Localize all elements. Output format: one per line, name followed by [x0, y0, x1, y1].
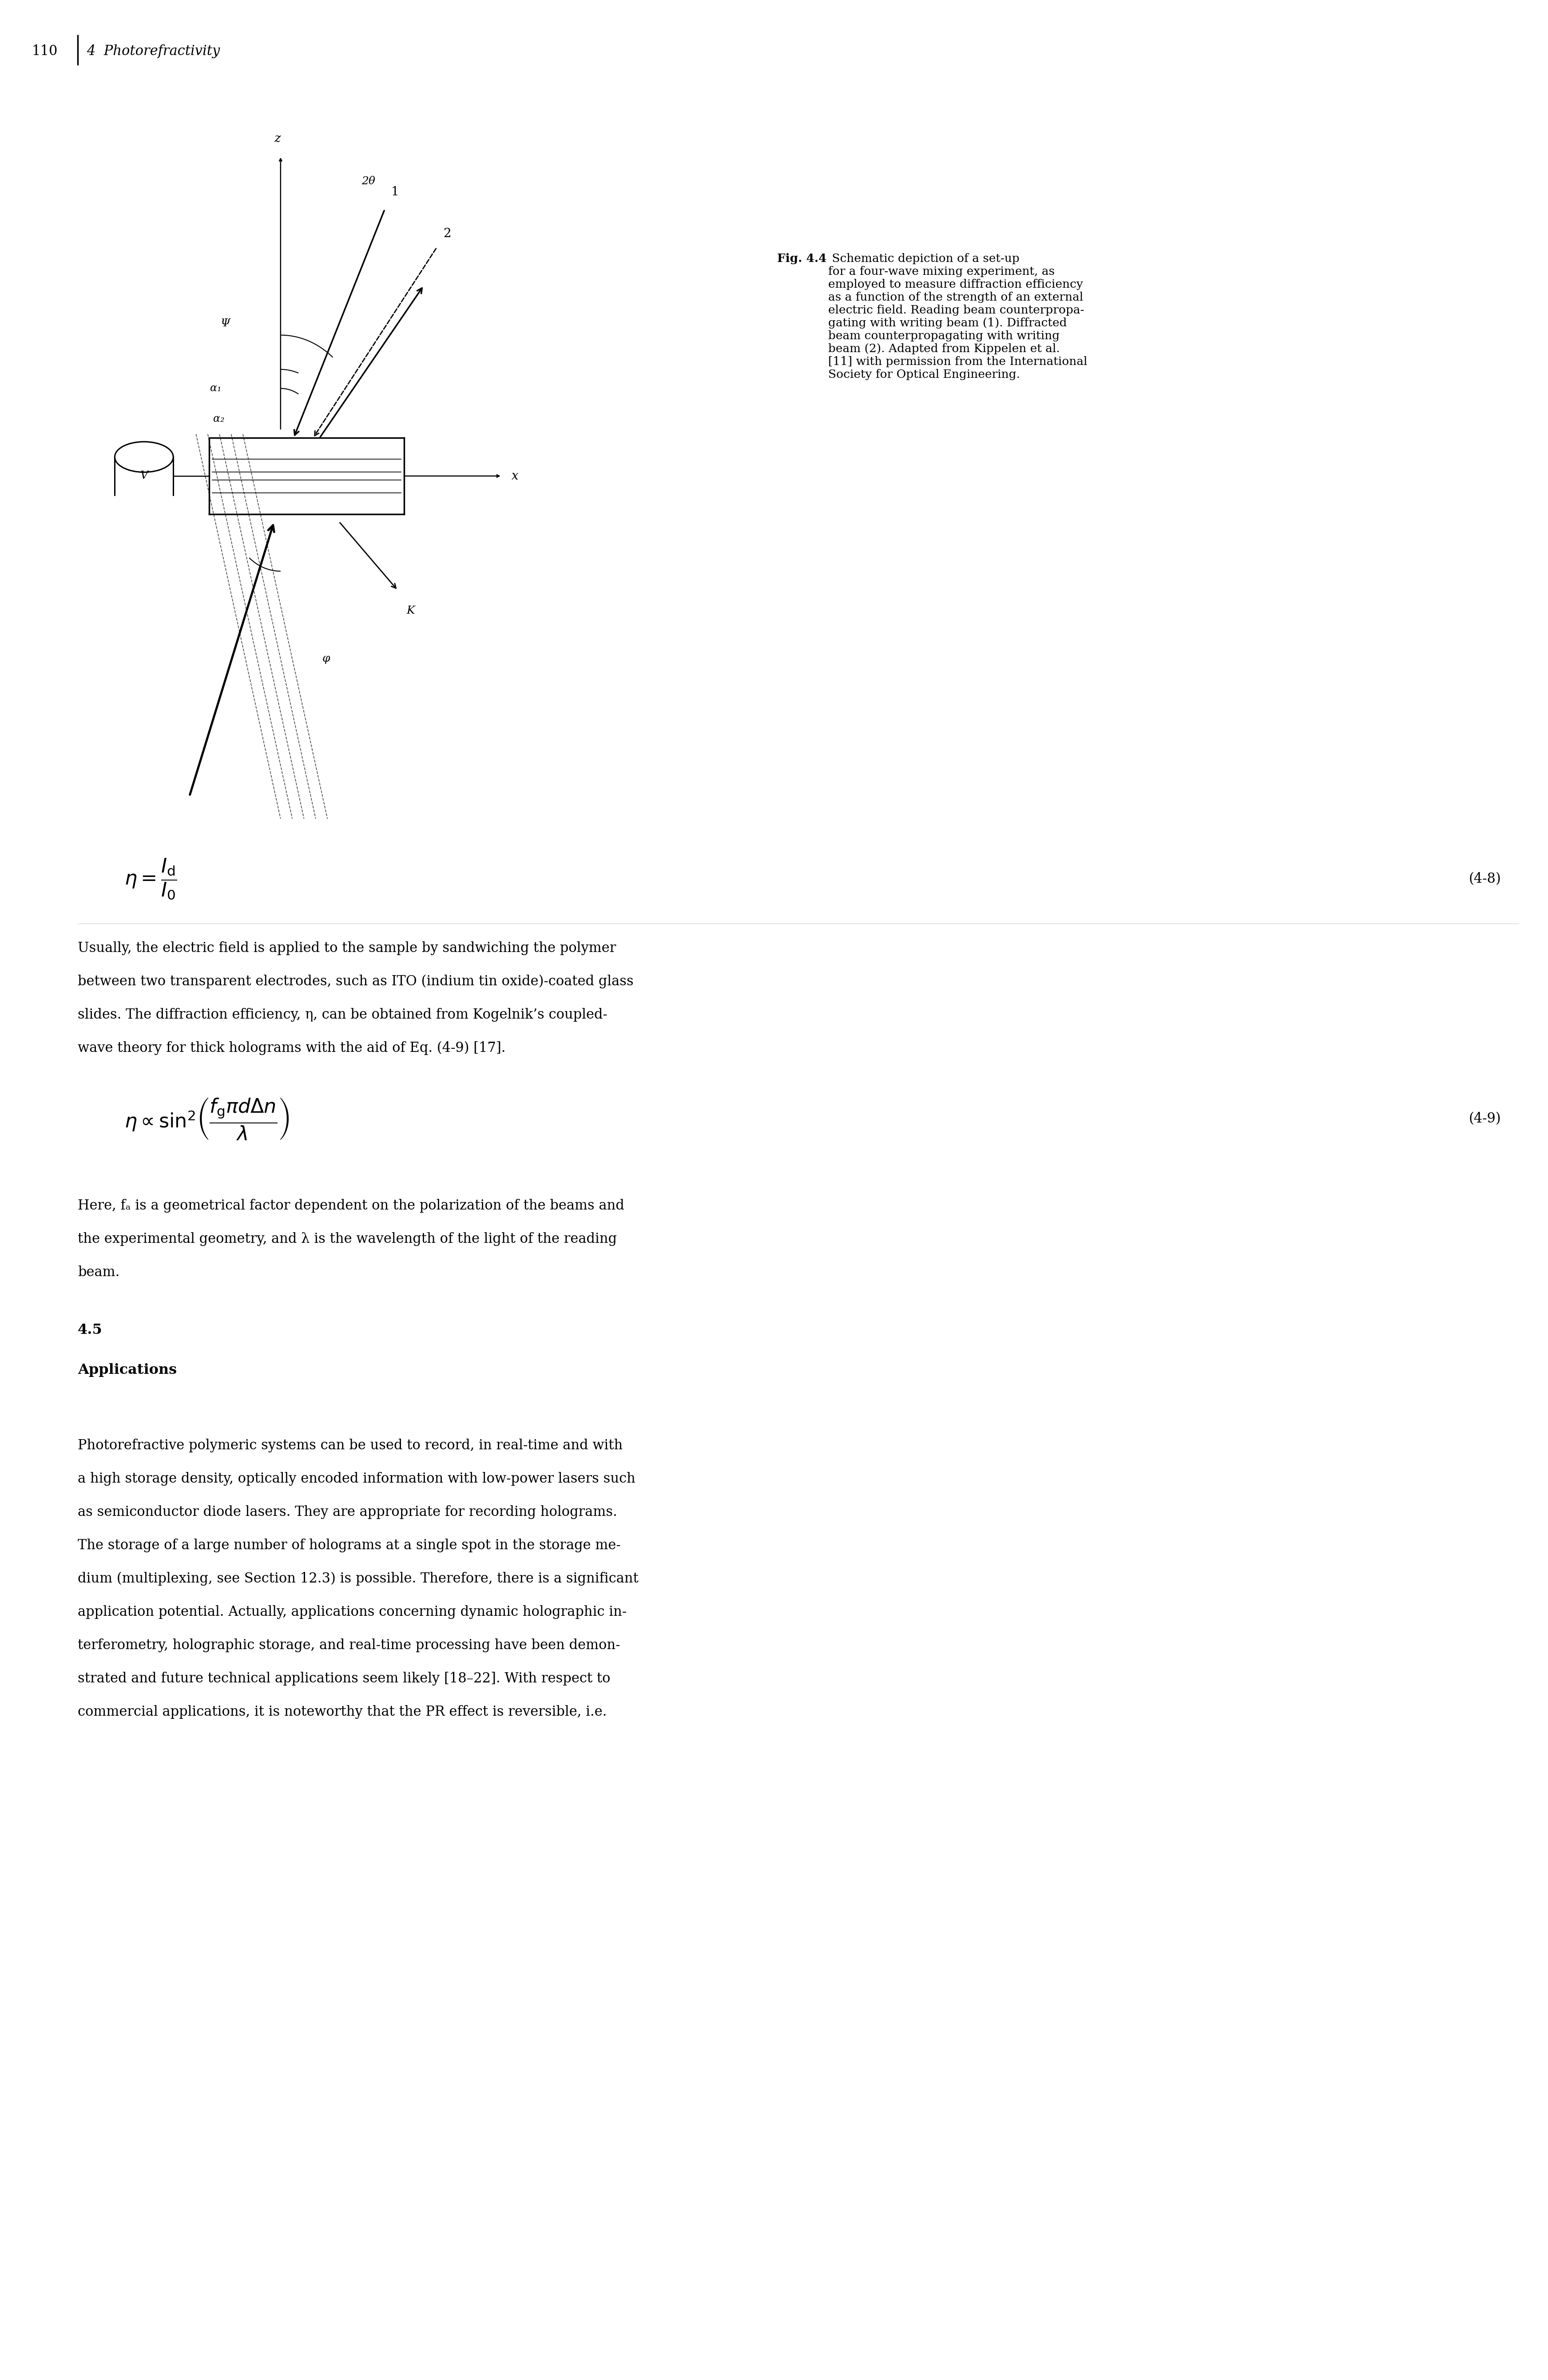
Text: slides. The diffraction efficiency, η, can be obtained from Kogelnik’s coupled-: slides. The diffraction efficiency, η, c… — [77, 1009, 607, 1021]
Text: between two transparent electrodes, such as ITO (indium tin oxide)-coated glass: between two transparent electrodes, such… — [77, 976, 633, 988]
Text: α₁: α₁ — [211, 383, 221, 393]
Text: 2θ: 2θ — [361, 176, 375, 186]
Text: the experimental geometry, and λ is the wavelength of the light of the reading: the experimental geometry, and λ is the … — [77, 1233, 616, 1247]
Text: 4.5: 4.5 — [77, 1323, 102, 1338]
Text: 1: 1 — [392, 186, 399, 198]
Text: x: x — [511, 469, 519, 483]
Text: application potential. Actually, applications concerning dynamic holographic in-: application potential. Actually, applica… — [77, 1604, 627, 1618]
Text: 110: 110 — [33, 45, 57, 57]
Text: K: K — [407, 605, 415, 616]
Text: 4  Photorefractivity: 4 Photorefractivity — [87, 45, 220, 57]
Text: Usually, the electric field is applied to the sample by sandwiching the polymer: Usually, the electric field is applied t… — [77, 942, 616, 954]
Text: strated and future technical applications seem likely [18–22]. With respect to: strated and future technical application… — [77, 1671, 610, 1685]
Text: 2: 2 — [443, 228, 450, 240]
Text: Fig. 4.4: Fig. 4.4 — [777, 252, 827, 264]
Text: The storage of a large number of holograms at a single spot in the storage me-: The storage of a large number of hologra… — [77, 1537, 621, 1552]
Text: as semiconductor diode lasers. They are appropriate for recording holograms.: as semiconductor diode lasers. They are … — [77, 1504, 618, 1518]
Text: Here, fₐ is a geometrical factor dependent on the polarization of the beams and: Here, fₐ is a geometrical factor depende… — [77, 1200, 624, 1214]
Text: wave theory for thick holograms with the aid of Eq. (4-9) [17].: wave theory for thick holograms with the… — [77, 1042, 506, 1054]
Text: $\eta \propto \sin^2\!\left(\dfrac{f_{\rm g}\pi d\Delta n}{\lambda}\right)$: $\eta \propto \sin^2\!\left(\dfrac{f_{\r… — [124, 1097, 289, 1142]
Text: a high storage density, optically encoded information with low-power lasers such: a high storage density, optically encode… — [77, 1471, 635, 1485]
Text: Ψ: Ψ — [220, 319, 231, 328]
Text: beam.: beam. — [77, 1266, 119, 1280]
Text: (4-9): (4-9) — [1468, 1111, 1500, 1126]
Text: dium (multiplexing, see Section 12.3) is possible. Therefore, there is a signifi: dium (multiplexing, see Section 12.3) is… — [77, 1571, 638, 1585]
Text: Schematic depiction of a set-up
for a four-wave mixing experiment, as
employed t: Schematic depiction of a set-up for a fo… — [828, 252, 1087, 381]
Text: φ: φ — [322, 655, 330, 664]
Text: Photorefractive polymeric systems can be used to record, in real-time and with: Photorefractive polymeric systems can be… — [77, 1438, 622, 1452]
Text: (4-8): (4-8) — [1468, 873, 1500, 885]
Text: V: V — [139, 471, 149, 481]
Text: terferometry, holographic storage, and real-time processing have been demon-: terferometry, holographic storage, and r… — [77, 1637, 621, 1652]
Text: commercial applications, it is noteworthy that the PR effect is reversible, i.e.: commercial applications, it is noteworth… — [77, 1704, 607, 1718]
Text: $\eta = \dfrac{I_{\rm d}}{I_0}$: $\eta = \dfrac{I_{\rm d}}{I_0}$ — [124, 857, 176, 902]
Text: Applications: Applications — [77, 1364, 176, 1378]
Text: α₂: α₂ — [214, 414, 224, 424]
Text: z: z — [274, 133, 280, 145]
